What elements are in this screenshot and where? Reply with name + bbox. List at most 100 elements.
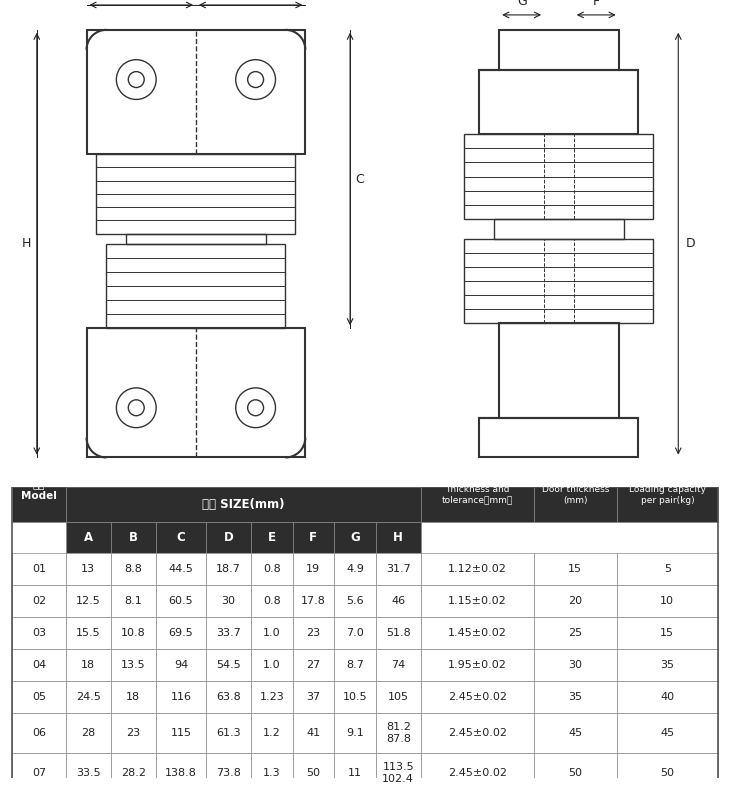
Text: 33.5: 33.5 [76,768,101,778]
Bar [206,753,251,786]
Bar [156,753,206,786]
Text: C: C [177,531,185,544]
Bar [293,681,334,713]
Bar [111,753,156,786]
Bar [617,713,718,753]
Text: G: G [350,531,360,544]
Bar [251,523,293,553]
Text: 24.5: 24.5 [76,692,101,702]
Text: 03: 03 [32,628,46,637]
Bar [534,457,617,523]
Bar [420,617,534,648]
Text: 30: 30 [221,596,235,606]
Text: 2.45±0.02: 2.45±0.02 [447,692,507,702]
Text: 74: 74 [391,659,405,670]
Bar [251,681,293,713]
Text: 10: 10 [661,596,675,606]
Bar [464,134,653,219]
Text: 7.0: 7.0 [346,628,364,637]
Text: 46: 46 [391,596,405,606]
Text: 45: 45 [568,728,583,738]
Bar [111,713,156,753]
Bar [206,585,251,617]
Text: 30: 30 [568,659,583,670]
Text: 9.1: 9.1 [346,728,364,738]
Text: 35: 35 [568,692,583,702]
Text: 23: 23 [307,628,320,637]
Bar [617,585,718,617]
Text: G: G [517,0,526,8]
Bar [12,585,66,617]
Bar [111,585,156,617]
Bar [107,244,285,329]
Text: 37: 37 [307,692,320,702]
Text: 1.15±0.02: 1.15±0.02 [448,596,507,606]
Bar [376,648,420,681]
Bar [12,553,66,585]
Bar [499,30,618,70]
Bar [66,713,111,753]
Text: F: F [593,0,600,8]
Bar [480,417,639,457]
Text: 41: 41 [307,728,320,738]
Text: 04: 04 [32,659,46,670]
Bar [494,219,623,239]
Text: 15: 15 [568,564,583,574]
Bar [111,648,156,681]
Text: 18: 18 [126,692,140,702]
Text: D: D [223,531,234,544]
Bar [376,585,420,617]
Text: B: B [129,531,138,544]
Text: A: A [84,531,93,544]
Text: 8.8: 8.8 [124,564,142,574]
Bar [66,553,111,585]
Text: 60.5: 60.5 [169,596,193,606]
Bar [334,553,376,585]
Bar [293,753,334,786]
Text: 每对铰链承重
Loading capacity
per pair(kg): 每对铰链承重 Loading capacity per pair(kg) [629,475,706,505]
Bar [534,753,617,786]
Text: 15: 15 [661,628,675,637]
Text: C: C [356,172,364,185]
Text: 113.5
102.4: 113.5 102.4 [383,762,414,784]
Bar [206,523,251,553]
Bar [534,585,617,617]
Text: H: H [22,237,31,250]
Text: 连接件每片厚度及偏差
Thickness and
tolerance（mm）: 连接件每片厚度及偏差 Thickness and tolerance（mm） [442,475,513,505]
Bar [376,713,420,753]
Text: 尺寸 SIZE(mm): 尺寸 SIZE(mm) [202,498,285,512]
Bar [251,753,293,786]
Bar [334,617,376,648]
Text: 28: 28 [81,728,96,738]
Text: 1.45±0.02: 1.45±0.02 [447,628,507,637]
Bar [12,617,66,648]
Text: 8.1: 8.1 [125,596,142,606]
Text: 69.5: 69.5 [169,628,193,637]
Text: 5.6: 5.6 [346,596,364,606]
Bar [96,154,296,233]
Text: 81.2
87.8: 81.2 87.8 [385,722,411,744]
Text: 40: 40 [660,692,675,702]
Text: 25: 25 [568,628,583,637]
Text: 门厚度
Door thickness
(mm): 门厚度 Door thickness (mm) [542,475,609,505]
Bar [111,617,156,648]
Text: 19: 19 [307,564,320,574]
Bar [534,553,617,585]
Bar [66,753,111,786]
Bar [66,617,111,648]
Bar [126,233,266,244]
Bar [376,617,420,648]
Bar [534,681,617,713]
Text: F: F [310,531,318,544]
Bar [206,553,251,585]
Bar [251,553,293,585]
Bar [376,553,420,585]
Bar [156,553,206,585]
Bar [12,713,66,753]
Bar [111,553,156,585]
Bar [111,681,156,713]
Text: E: E [268,531,276,544]
Bar [12,681,66,713]
Text: 94: 94 [174,659,188,670]
Text: 63.8: 63.8 [216,692,241,702]
